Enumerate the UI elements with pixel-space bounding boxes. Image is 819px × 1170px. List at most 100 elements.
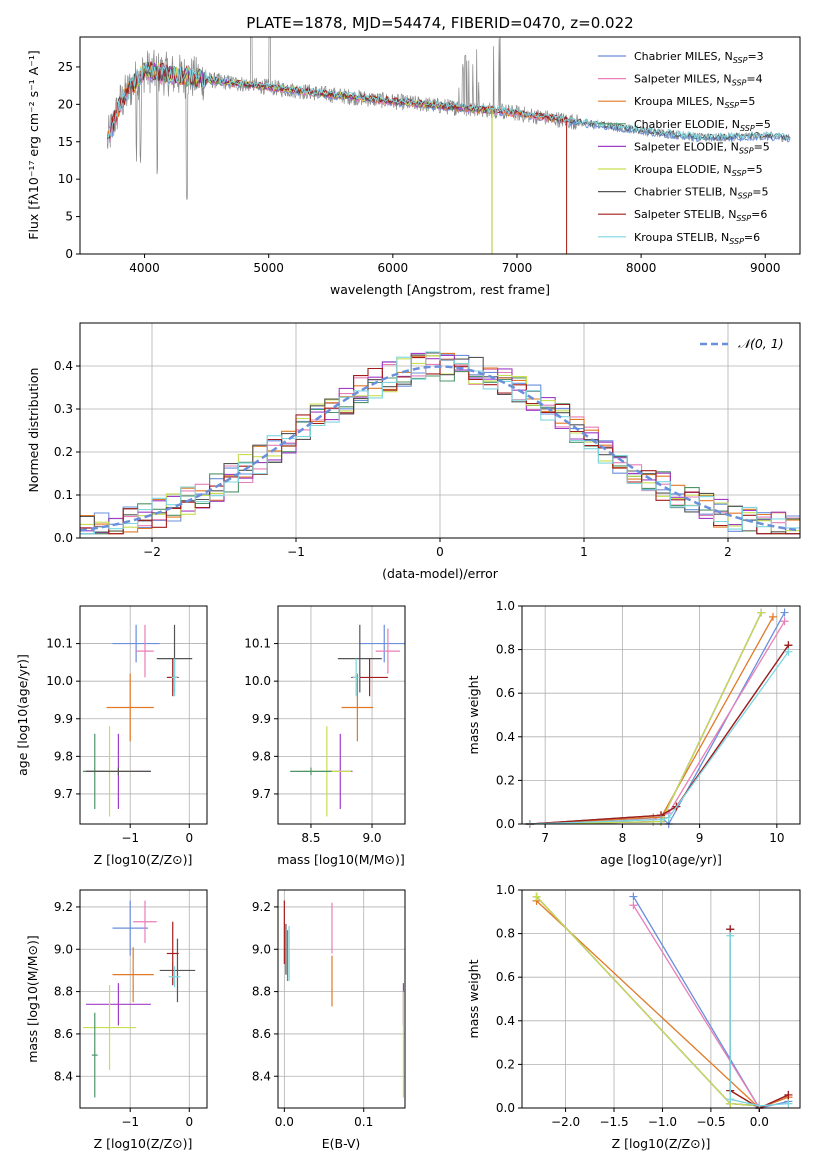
marker-plus [726, 931, 735, 940]
x-tick-label: −1 [121, 1115, 139, 1129]
errorbar-point-kroupa-miles [112, 947, 154, 1003]
y-tick-label: 0.0 [496, 1101, 515, 1115]
legend-label-base: Salpeter MILES, N [634, 73, 732, 86]
y-tick-label: 0 [65, 247, 73, 261]
errorbar-point-salpeter-miles [375, 628, 401, 674]
legend-label: Salpeter MILES, NSSP=4 [634, 73, 763, 88]
errorbar-point-chabrier-stelib [337, 624, 382, 693]
legend-label-tail: =5 [752, 186, 768, 199]
spectrum-x-label: wavelength [Angstrom, rest frame] [330, 282, 550, 297]
y-tick-label: 0.3 [54, 402, 73, 416]
legend-label-base: Kroupa MILES, N [634, 95, 724, 108]
errorbar-point-chabrier-miles [112, 900, 148, 956]
y-tick-label: 8.4 [252, 1069, 271, 1083]
y-tick-label: 9.8 [252, 749, 271, 763]
legend-label-base: Kroupa STELIB, N [634, 231, 729, 244]
y-tick-label: 0.2 [496, 1057, 515, 1071]
residual-x-label: (data-model)/error [382, 566, 499, 581]
y-tick-label: 8.8 [252, 985, 271, 999]
marker-plus [657, 815, 665, 824]
legend-label-tail: =5 [739, 95, 755, 108]
marker-plus [780, 617, 789, 626]
legend-label-sub: SSP [724, 101, 739, 110]
marker-plus [532, 892, 541, 901]
spectrum-title: PLATE=1878, MJD=54474, FIBERID=0470, z=0… [246, 14, 633, 32]
x-tick-label: −1 [287, 545, 305, 559]
y-tick-label: 10.0 [46, 674, 73, 688]
x-tick-label: 1 [580, 545, 588, 559]
y-tick-label: 9.9 [252, 712, 271, 726]
y-tick-label: 9.8 [54, 749, 73, 763]
legend-label-base: Chabrier STELIB, N [634, 186, 738, 199]
x-tick-label: 8.5 [301, 831, 320, 845]
errorbar-point-kroupa-stelib [171, 658, 178, 697]
mass-ebv-x-label: E(B-V) [322, 1136, 361, 1151]
y-tick-label: 8.8 [54, 985, 73, 999]
y-tick-label: 15 [58, 135, 73, 149]
y-tick-label: 0.0 [496, 817, 515, 831]
errorbar-point-chabrier-miles [112, 624, 160, 663]
y-tick-label: 8.4 [54, 1069, 73, 1083]
mw-age-y-label: mass weight [466, 675, 481, 754]
y-tick-label: 10.1 [244, 637, 271, 651]
age-mass-x-label: mass [log10(M/M⊙)] [277, 852, 405, 867]
marker-plus [784, 1099, 793, 1108]
massweight-series-kroupa-stelib [726, 931, 793, 1110]
y-tick-label: 0.6 [496, 686, 515, 700]
legend-label-sub: SSP [732, 169, 747, 178]
x-tick-label: 0.0 [750, 1115, 769, 1129]
mw-z-x-label: Z [log10(Z/Z⊙)] [612, 1136, 711, 1151]
y-tick-label: 9.0 [252, 942, 271, 956]
normal-reference-curve [80, 365, 800, 532]
legend-label-tail: =4 [746, 73, 762, 86]
legend-label: Chabrier MILES, NSSP=3 [634, 50, 764, 65]
errorbar-point-kroupa-miles [341, 673, 374, 742]
y-tick-label: 25 [58, 60, 73, 74]
marker-plus [664, 813, 673, 822]
x-tick-label: −1.0 [648, 1115, 677, 1129]
x-tick-label: 9000 [750, 261, 781, 275]
x-tick-label: −1.5 [599, 1115, 628, 1129]
legend-label-sub: SSP [732, 79, 747, 88]
x-tick-label: 9 [696, 831, 704, 845]
mass-z-x-label: Z [log10(Z/Z⊙)] [94, 1136, 193, 1151]
model-spectrum-kroupa-stelib [106, 61, 791, 141]
x-tick-label: 9.0 [362, 831, 381, 845]
massweight-vs-age-panel: 7 8 9 10 0.0 0.2 0.4 0.6 0.8 1.0 age [log10(age/y… [466, 599, 801, 867]
x-tick-label: 7 [541, 831, 549, 845]
x-tick-label: 10 [769, 831, 784, 845]
residual-y-label: Normed distribution [26, 368, 41, 493]
legend-label: Kroupa STELIB, NSSP=6 [634, 231, 760, 246]
marker-plus [784, 1090, 793, 1099]
legend-label-sub: SSP [733, 56, 748, 65]
legend-label-base: Salpeter ELODIE, N [634, 140, 739, 153]
residual-histogram-kroupa-stelib [80, 351, 800, 535]
age-z-y-label: age [log10(age/yr)] [15, 654, 30, 776]
x-tick-label: 0 [185, 831, 193, 845]
errorbar-point-salpeter-elodie [85, 983, 151, 1026]
x-tick-label: 8000 [626, 261, 657, 275]
marker-plus [629, 901, 638, 910]
x-tick-label: 8 [619, 831, 627, 845]
errorbar-point-chabrier-elodie [290, 767, 332, 776]
x-tick-label: 4000 [129, 261, 160, 275]
legend-label-tail: =5 [755, 118, 771, 131]
errorbar-point-salpeter-stelib [166, 921, 179, 986]
y-tick-label: 9.7 [252, 787, 271, 801]
marker-plus [726, 1095, 735, 1104]
y-tick-label: 1.0 [496, 883, 515, 897]
x-tick-label: 0.1 [354, 1115, 373, 1129]
y-tick-label: 1.0 [496, 599, 515, 613]
mass-vs-ebv-panel: 0.0 0.1 8.4 8.6 8.8 9.0 9.2 E(B-V) [252, 889, 406, 1151]
legend-label: Kroupa ELODIE, NSSP=5 [634, 163, 763, 178]
residual-panel: −2 −1 0 1 2 0.0 0.1 0.2 0.3 0.4 (data-model)/erro… [26, 322, 801, 581]
x-tick-label: −1 [121, 831, 139, 845]
marker-plus [784, 647, 793, 656]
x-tick-label: −0.5 [696, 1115, 725, 1129]
marker-plus [780, 608, 789, 617]
y-tick-label: 10 [58, 172, 73, 186]
y-tick-label: 9.2 [54, 900, 73, 914]
errorbar-point-kroupa-stelib [168, 966, 181, 988]
errorbar-point-kroupa-stelib [352, 658, 360, 697]
